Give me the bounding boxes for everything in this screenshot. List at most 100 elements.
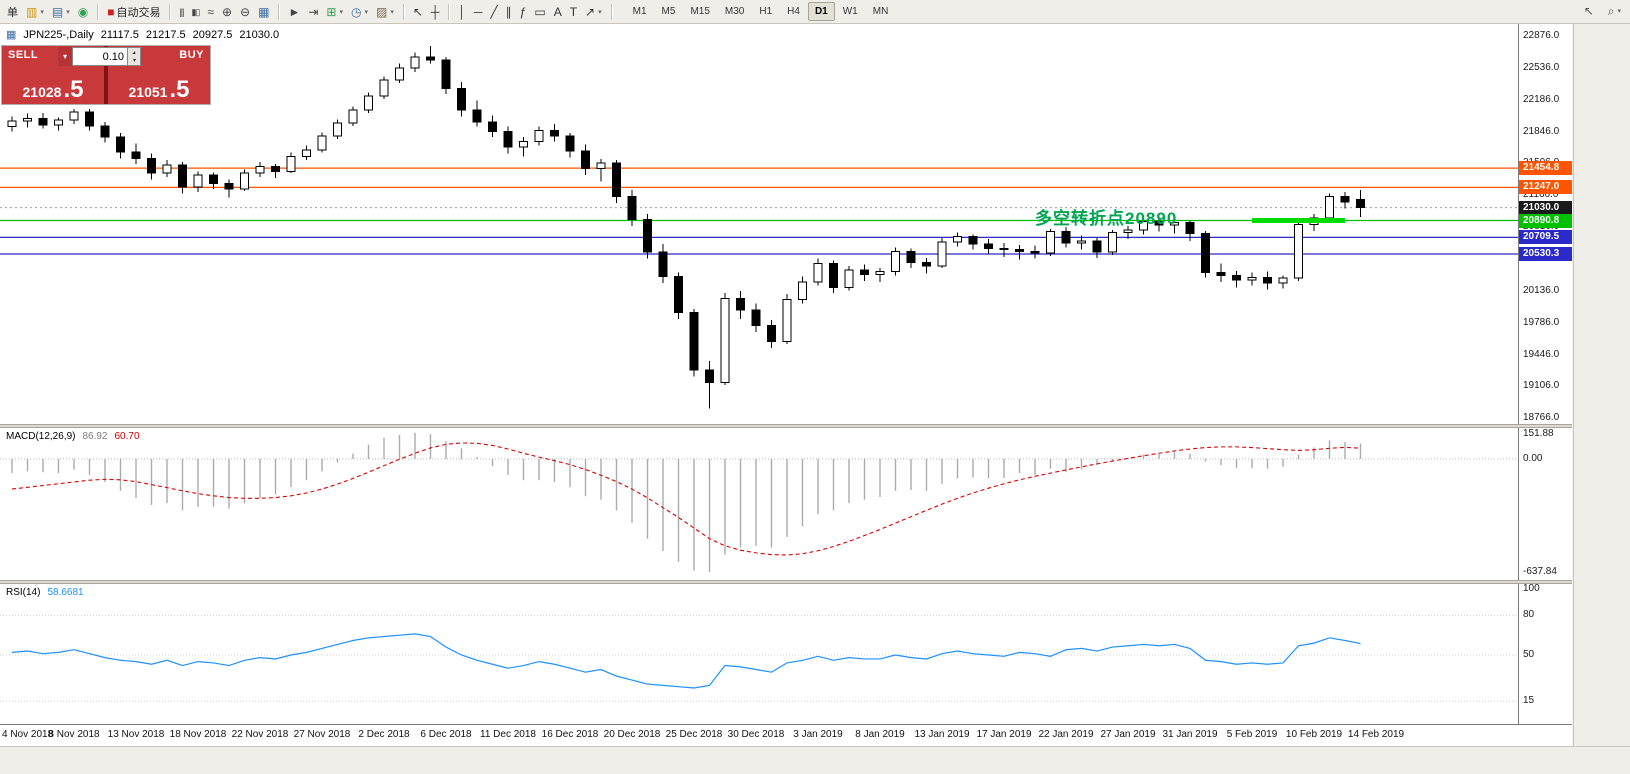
macd-panel[interactable]: MACD(12,26,9) 86.92 60.70 — [0, 428, 1518, 580]
ohlc-high: 21217.5 — [145, 28, 186, 41]
date-label: 5 Feb 2019 — [1226, 729, 1278, 740]
candlestick — [844, 266, 854, 291]
panel-splitter[interactable] — [0, 580, 1572, 584]
horizontal-line-icon[interactable]: ─ — [473, 4, 483, 19]
bottom-strip — [0, 746, 1630, 774]
candlestick — [1139, 218, 1148, 235]
crosshair-icon[interactable]: ┼ — [430, 4, 440, 19]
timeframe-m15[interactable]: M15 — [690, 6, 710, 17]
volume-control: ▾ ▴▾ — [58, 47, 154, 66]
indicators-icon[interactable]: ⊞ ▾ — [326, 4, 343, 19]
price-axis[interactable]: 22876.022536.022186.021846.021506.021166… — [1518, 24, 1572, 424]
candlestick — [720, 293, 730, 386]
candlestick — [922, 257, 931, 274]
chart-header: ▦ JPN225-,Daily 21117.5 21217.5 20927.5 … — [6, 28, 279, 42]
candlestick — [178, 162, 187, 194]
auto-scroll-icon[interactable]: ► — [288, 4, 301, 19]
candlestick — [302, 145, 311, 161]
timeframe-d1[interactable]: D1 — [807, 2, 835, 21]
timeframe-m5[interactable]: M5 — [661, 6, 676, 17]
periods-icon[interactable]: ◷ ▾ — [350, 4, 368, 19]
label-icon[interactable]: T — [569, 4, 578, 19]
candle-chart-icon[interactable]: ▮▯ — [191, 6, 200, 17]
fibonacci-icon[interactable]: ƒ — [519, 4, 527, 19]
date-label: 22 Jan 2019 — [1038, 729, 1094, 740]
chart-shift-icon[interactable]: ⇥ — [308, 4, 319, 19]
spinner-up-icon[interactable]: ▴ — [132, 49, 136, 56]
search-icon[interactable]: ⌕ ▾ — [1607, 4, 1621, 18]
candlestick — [69, 109, 79, 124]
candlestick — [534, 126, 544, 146]
candlestick — [7, 116, 17, 132]
line-chart-icon[interactable]: ≈ — [207, 4, 214, 19]
bar-chart-icon[interactable]: ||| — [179, 6, 184, 17]
tile-windows-icon[interactable]: ▦ — [258, 4, 270, 19]
candlestick — [953, 232, 962, 247]
main-chart-canvas[interactable] — [0, 24, 1518, 424]
shapes-icon[interactable]: ▭ — [534, 4, 546, 19]
rsi-panel[interactable]: RSI(14) 58.6681 — [0, 584, 1518, 724]
candlestick — [813, 258, 823, 286]
trade-panel-divider — [104, 46, 108, 104]
zoom-in-icon[interactable]: ⊕ — [221, 4, 233, 19]
price-tick: 22876.0 — [1523, 30, 1560, 41]
panel-splitter[interactable] — [0, 424, 1572, 428]
rsi-axis[interactable]: 100 80 50 15 — [1518, 584, 1572, 724]
trendline-icon[interactable]: ╱ — [490, 4, 498, 19]
timeframe-m1[interactable]: M1 — [632, 6, 647, 17]
timeframe-mn[interactable]: MN — [872, 6, 889, 17]
ask-price: 21051.5 — [128, 76, 190, 103]
volume-spinner[interactable]: ▴ ▾ — [128, 47, 141, 66]
price-tick: 21166.0 — [1523, 188, 1559, 200]
date-label: 13 Nov 2018 — [107, 729, 165, 740]
data-window-icon[interactable]: ◉ — [77, 4, 89, 19]
candlestick — [472, 100, 482, 127]
time-axis[interactable]: 4 Nov 2018 8 Nov 2018 13 Nov 2018 18 Nov 20… — [0, 724, 1572, 746]
rsi-axis-tick: 15 — [1523, 695, 1535, 707]
autotrading-button[interactable]: ■ 自动交易 — [107, 4, 161, 19]
price-badge: 21030.0 — [1519, 200, 1572, 215]
candlestick — [612, 160, 621, 203]
timeframe-h4[interactable]: H4 — [787, 6, 800, 17]
date-label: 27 Nov 2018 — [293, 729, 351, 740]
new-order-button[interactable]: 单 — [7, 6, 18, 19]
one-click-trading-panel: SELL 21028.5 BUY 21051.5 ▾ ▴▾ — [2, 46, 210, 104]
templates-icon[interactable]: ▨ ▾ — [375, 4, 394, 19]
timeframe-w1[interactable]: W1 — [842, 6, 858, 17]
chart-annotation-text[interactable]: 多空转折点20890 — [1035, 209, 1178, 228]
volume-input[interactable] — [72, 47, 128, 66]
volume-dropdown[interactable]: ▾ — [58, 47, 72, 66]
price-badge: 21454.8 — [1519, 161, 1572, 176]
rsi-canvas[interactable] — [0, 584, 1518, 724]
candlestick — [23, 113, 32, 128]
date-label: 6 Dec 2018 — [420, 729, 472, 740]
timeframe-h1[interactable]: H1 — [759, 6, 773, 17]
cursor-icon[interactable]: ↖ — [412, 4, 423, 19]
profiles-icon[interactable]: ▤ ▾ — [51, 4, 70, 19]
macd-axis[interactable]: 151.88 0.00 -637.84 — [1518, 428, 1572, 580]
new-chart-icon[interactable]: ▥ ▾ — [26, 4, 44, 19]
right-strip — [1573, 24, 1630, 746]
candlestick — [1170, 219, 1179, 234]
macd-axis-tick: 0.00 — [1523, 452, 1543, 464]
date-label: 8 Jan 2019 — [855, 729, 905, 740]
spinner-down-icon[interactable]: ▾ — [132, 57, 136, 64]
candlestick — [271, 163, 280, 178]
price-tick: 21846.0 — [1523, 125, 1560, 137]
macd-canvas[interactable] — [0, 428, 1518, 580]
candlestick — [286, 152, 296, 174]
candlestick — [426, 45, 435, 64]
text-icon[interactable]: A — [553, 4, 562, 19]
arrows-icon[interactable]: ↗ ▾ — [585, 4, 602, 19]
rsi-axis-tick: 100 — [1523, 584, 1540, 594]
candlestick — [1154, 217, 1164, 232]
channel-icon[interactable]: ∥ — [505, 4, 512, 19]
candlestick — [38, 112, 48, 129]
candlestick — [798, 276, 807, 304]
zoom-out-icon[interactable]: ⊖ — [240, 4, 251, 19]
pointer-icon[interactable]: ↖ — [1583, 4, 1594, 18]
vertical-line-icon[interactable]: │ — [458, 4, 466, 19]
timeframe-m30[interactable]: M30 — [724, 6, 745, 17]
date-label: 20 Dec 2018 — [603, 729, 661, 740]
price-chart-panel[interactable]: ▦ JPN225-,Daily 21117.5 21217.5 20927.5 … — [0, 24, 1518, 424]
